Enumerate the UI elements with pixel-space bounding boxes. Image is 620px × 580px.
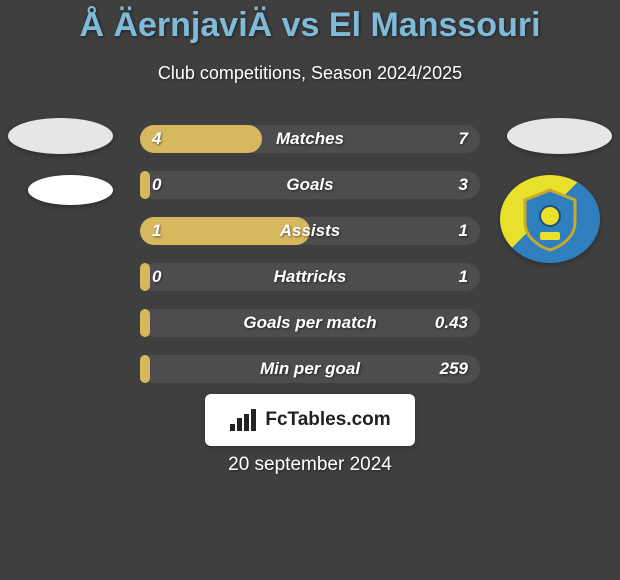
fctables-icon (229, 408, 259, 432)
stat-bar-label: Matches (140, 125, 480, 153)
team-right-badge (500, 175, 600, 263)
stat-bar-label: Goals per match (140, 309, 480, 337)
stats-bars: 47Matches 03Goals 11Assists 01Hattricks 0.43… (140, 125, 480, 401)
team-right-crest-icon (515, 184, 585, 254)
stat-bar-row: 11Assists (140, 217, 480, 245)
stat-bar-label: Assists (140, 217, 480, 245)
stat-bar-row: 01Hattricks (140, 263, 480, 291)
page-title: Å ÄernjaviÄ vs El Manssouri (0, 0, 620, 45)
page-subtitle: Club competitions, Season 2024/2025 (0, 63, 620, 84)
player-right-avatar (507, 118, 612, 154)
stat-bar-row: 259Min per goal (140, 355, 480, 383)
stat-bar-row: 47Matches (140, 125, 480, 153)
comparison-card: Å ÄernjaviÄ vs El Manssouri Club competi… (0, 0, 620, 580)
card-date: 20 september 2024 (0, 454, 620, 476)
team-left-badge (28, 175, 113, 205)
stat-bar-label: Min per goal (140, 355, 480, 383)
fctables-label: FcTables.com (265, 409, 390, 431)
player-left-avatar (8, 118, 113, 154)
stat-bar-label: Goals (140, 171, 480, 199)
stat-bar-row: 03Goals (140, 171, 480, 199)
stat-bar-row: 0.43Goals per match (140, 309, 480, 337)
stat-bar-label: Hattricks (140, 263, 480, 291)
fctables-badge: FcTables.com (205, 394, 415, 446)
